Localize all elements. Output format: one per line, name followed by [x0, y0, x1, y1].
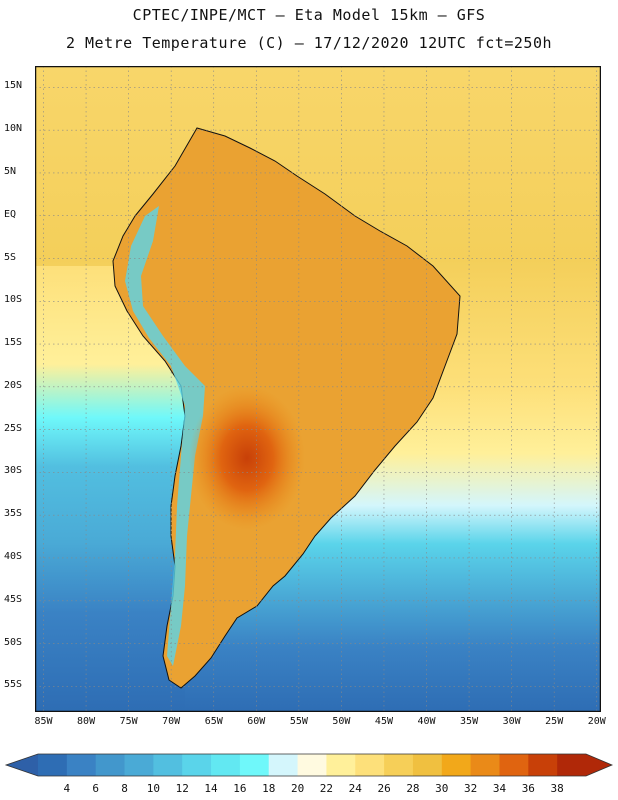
lat-tick-label: 50S [4, 636, 23, 648]
lat-tick-label: 30S [4, 465, 23, 477]
colorbar-swatch [412, 754, 443, 776]
lon-tick-label: 70W [162, 716, 181, 727]
colorbar-label: 28 [406, 782, 420, 795]
lat-tick-label: 45S [4, 593, 23, 605]
map-subtitle: 2 Metre Temperature (C) – 17/12/2020 12U… [65, 34, 553, 52]
lon-tick-label: 80W [77, 716, 96, 727]
colorbar-swatch [326, 754, 356, 776]
lon-tick-label: 20W [587, 716, 606, 727]
colorbar-swatch [211, 754, 241, 776]
colorbar-swatch [239, 754, 270, 776]
colorbar-right-arrow [586, 754, 612, 776]
colorbar-swatch [557, 754, 587, 776]
colorbar-swatch [384, 754, 414, 776]
colorbar-swatch [124, 754, 154, 776]
lat-tick-label: 40S [4, 550, 23, 562]
colorbar-label: 34 [492, 782, 507, 795]
colorbar-label: 30 [435, 782, 449, 795]
lat-tick-label: 35S [4, 508, 23, 520]
lon-tick-label: 60W [247, 716, 266, 727]
lon-tick-label: 75W [119, 716, 138, 727]
colorbar-label: 8 [121, 782, 128, 795]
colorbar [4, 753, 614, 777]
colorbar-label: 10 [146, 782, 160, 795]
lon-tick-label: 50W [332, 716, 351, 727]
colorbar-label: 20 [290, 782, 305, 795]
map-title: CPTEC/INPE/MCT – Eta Model 15km – GFS [132, 6, 486, 24]
colorbar-label: 14 [204, 782, 218, 795]
lon-tick-label: 65W [204, 716, 223, 727]
colorbar-label: 32 [464, 782, 478, 795]
lat-tick-label: 20S [4, 379, 23, 391]
lon-tick-label: 30W [502, 716, 521, 727]
colorbar-swatch [355, 754, 385, 776]
lat-tick-label: 5S [4, 251, 17, 263]
colorbar-label: 38 [550, 782, 564, 795]
lat-tick-label: 10N [4, 123, 23, 135]
lon-tick-label: 45W [374, 716, 393, 727]
lon-tick-label: 40W [417, 716, 436, 727]
lat-tick-label: 15N [4, 80, 23, 92]
lat-tick-label: 10S [4, 294, 23, 306]
colorbar-label: 22 [319, 782, 334, 795]
lon-tick-label: 55W [289, 716, 308, 727]
lon-tick-label: 35W [460, 716, 479, 727]
colorbar-swatch [499, 754, 529, 776]
colorbar-left-arrow [6, 754, 38, 776]
colorbar-swatch [268, 754, 299, 776]
colorbar-label: 24 [348, 782, 362, 795]
colorbar-label: 4 [63, 782, 71, 795]
colorbar-swatch [38, 754, 68, 776]
colorbar-label: 26 [377, 782, 391, 795]
lat-tick-label: 55S [4, 679, 23, 691]
lon-tick-label: 85W [34, 716, 53, 727]
andes-highlands [125, 206, 205, 666]
colorbar-label: 12 [175, 782, 189, 795]
colorbar-outline [4, 753, 614, 777]
lon-tick-label: 25W [545, 716, 564, 727]
heat-core [189, 386, 305, 530]
lat-tick-label: 15S [4, 337, 23, 349]
lat-tick-label: 25S [4, 422, 23, 434]
colorbar-swatch [470, 754, 500, 776]
colorbar-swatch [441, 754, 472, 776]
map-border [35, 66, 601, 712]
colorbar-swatch [66, 754, 97, 776]
colorbar-swatch [153, 754, 183, 776]
lat-tick-label: EQ [4, 208, 17, 220]
colorbar-label: 18 [262, 782, 276, 795]
colorbar-swatch [182, 754, 212, 776]
lat-tick-label: 5N [4, 165, 17, 177]
colorbar-label: 6 [92, 782, 99, 795]
colorbar-swatch [297, 754, 327, 776]
colorbar-swatch [95, 754, 126, 776]
colorbar-swatch [528, 754, 558, 776]
colorbar-label: 36 [521, 782, 535, 795]
temperature-map [35, 66, 601, 712]
colorbar-label: 16 [233, 782, 247, 795]
